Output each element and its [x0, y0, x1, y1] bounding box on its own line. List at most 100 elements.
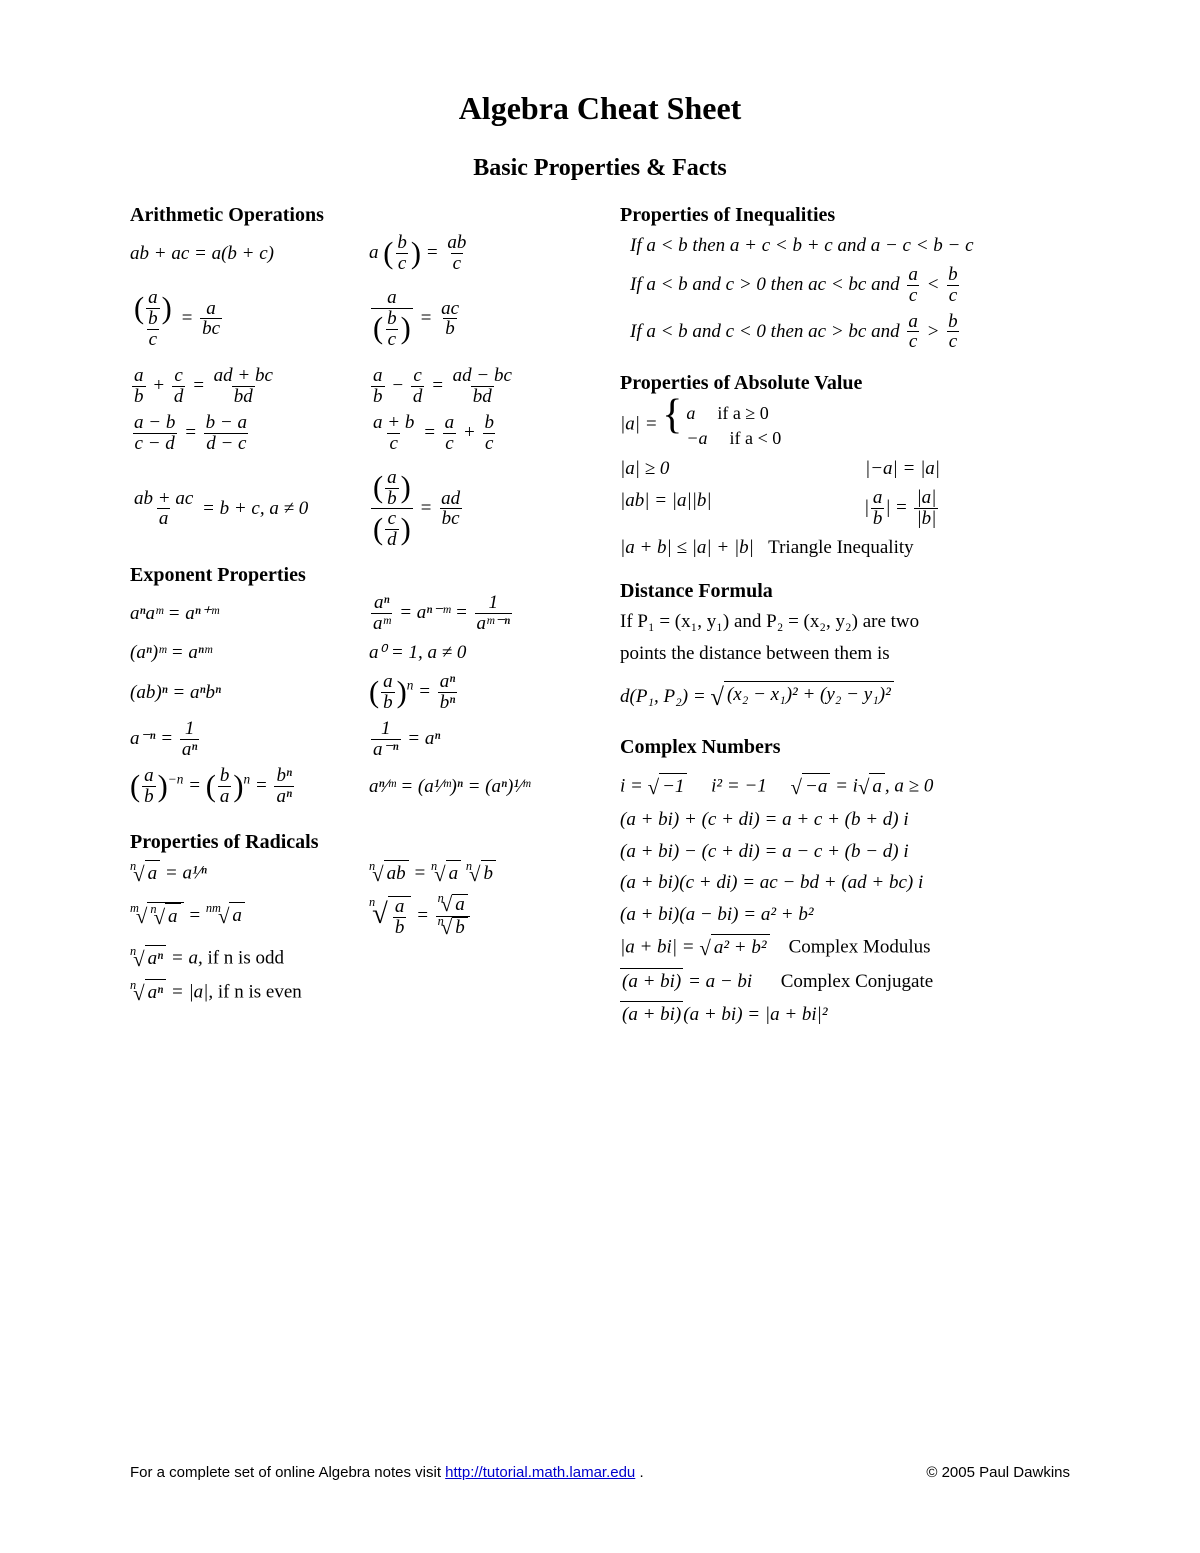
t: , a ≥ 0: [885, 775, 933, 796]
rad-heading: Properties of Radicals: [130, 831, 580, 854]
d: bc: [440, 508, 462, 529]
d: bc: [200, 318, 222, 339]
n: c: [411, 366, 423, 386]
exp-1b: aⁿaᵐ = aⁿ⁻ᵐ = 1aᵐ⁻ⁿ: [369, 593, 580, 634]
abs-2b: |−a| = |a|: [865, 456, 1070, 482]
abs-3a: |ab| = |a||b|: [620, 488, 825, 529]
n: a: [132, 366, 146, 386]
arith-5a: ab + aca = b + c, a ≠ 0: [130, 489, 341, 530]
t: |a + b| ≤ |a| + |b|: [620, 537, 754, 558]
r: a: [452, 894, 468, 916]
d: d: [411, 386, 425, 407]
d: d − c: [204, 433, 248, 454]
exp-row-1: aⁿaᵐ = aⁿ⁺ᵐ aⁿaᵐ = aⁿ⁻ᵐ = 1aᵐ⁻ⁿ: [130, 593, 580, 634]
n: a: [142, 766, 156, 786]
note: Complex Conjugate: [781, 971, 934, 992]
arith-2a: ab c = abc: [130, 288, 341, 350]
d: aⁿ: [274, 786, 293, 807]
arith-5b: ab cd = adbc: [369, 468, 580, 551]
t: If a < b and c > 0 then ac < bc and: [630, 273, 904, 294]
n: ac: [439, 299, 461, 319]
t: = i: [830, 775, 858, 796]
note: if n is odd: [207, 947, 284, 968]
e: −n: [168, 771, 184, 786]
t: i² = −1: [711, 775, 767, 796]
t: = b + c, a ≠ 0: [202, 497, 308, 518]
abs-1: |a| = { aif a ≥ 0 −aif a < 0: [620, 401, 1070, 450]
abs-2: |a| ≥ 0 |−a| = |a|: [620, 456, 1070, 482]
r: ab: [384, 860, 409, 888]
right-column: Properties of Inequalities If a < b then…: [620, 190, 1070, 1033]
n: a: [146, 288, 160, 308]
footer: For a complete set of online Algebra not…: [130, 1464, 1070, 1481]
arith-row-2: ab c = abc a bc = acb: [130, 288, 580, 350]
t: = a,: [171, 947, 208, 968]
d: b: [443, 318, 457, 339]
n: b: [218, 766, 232, 786]
d: c: [907, 285, 919, 306]
n: a: [443, 413, 457, 433]
left-column: Arithmetic Operations ab + ac = a(b + c)…: [130, 190, 580, 1033]
arith-3b: ab − cd = ad − bcbd: [369, 366, 580, 407]
d: d: [385, 529, 399, 550]
arith-row-3: ab + cd = ad + bcbd ab − cd = ad − bcbd: [130, 366, 580, 407]
r: a: [165, 903, 181, 931]
sub-title: Basic Properties & Facts: [130, 155, 1070, 182]
r: a: [869, 773, 885, 801]
arith-row-5: ab + aca = b + c, a ≠ 0 ab cd = adbc: [130, 468, 580, 551]
t: |a + bi| =: [620, 936, 699, 957]
n: b: [395, 233, 409, 253]
abs-2a: |a| ≥ 0: [620, 456, 825, 482]
cx-4: (a + bi)(c + di) = ac − bd + (ad + bc) i: [620, 870, 1070, 896]
d: c: [451, 253, 463, 274]
cx-6: |a + bi| = √a² + b² Complex Modulus: [620, 934, 1070, 962]
cx-3: (a + bi) − (c + di) = a − c + (b − d) i: [620, 839, 1070, 865]
t: d(P₁, P₂) =: [620, 686, 710, 707]
n: b: [946, 265, 960, 285]
n: a − b: [132, 413, 177, 433]
rad-2a: m√n√a = nm√a: [130, 902, 341, 931]
main-title: Algebra Cheat Sheet: [130, 90, 1070, 127]
d: c: [483, 433, 495, 454]
n: 1: [183, 719, 197, 739]
footer-link[interactable]: http://tutorial.math.lamar.edu: [445, 1464, 635, 1481]
exp-4b: 1a⁻ⁿ = aⁿ: [369, 719, 580, 760]
n: bⁿ: [274, 766, 293, 786]
r: aⁿ: [145, 979, 166, 1007]
dist-heading: Distance Formula: [620, 580, 1070, 603]
n: a + b: [371, 413, 416, 433]
e: n: [407, 677, 414, 692]
d: c: [443, 433, 455, 454]
d: c: [396, 253, 408, 274]
d: b: [142, 786, 156, 807]
n: b: [946, 312, 960, 332]
d: c: [947, 285, 959, 306]
cx-1: i = √−1 i² = −1 √−a = i√a, a ≥ 0: [620, 773, 1070, 801]
n: b − a: [204, 413, 249, 433]
c: if a < 0: [730, 426, 782, 450]
d: c: [147, 329, 159, 350]
r: −a: [802, 773, 830, 801]
t: <: [927, 273, 945, 294]
t: a⁻ⁿ =: [130, 728, 173, 749]
note: if n is even: [218, 982, 302, 1003]
note: Complex Modulus: [789, 936, 931, 957]
n: ad − bc: [451, 366, 514, 386]
t: a: [369, 242, 379, 263]
t: = a¹⁄ⁿ: [165, 862, 207, 883]
cx-2: (a + bi) + (c + di) = a + c + (b + d) i: [620, 807, 1070, 833]
cx-heading: Complex Numbers: [620, 736, 1070, 759]
ineq-2: If a < b and c > 0 then ac < bc and ac <…: [620, 265, 1070, 306]
d: b: [132, 386, 146, 407]
d: c − d: [133, 433, 177, 454]
t: = aⁿ⁻ᵐ =: [399, 602, 468, 623]
exp-3b: abn = aⁿbⁿ: [369, 672, 580, 713]
t: .: [635, 1464, 643, 1481]
t: For a complete set of online Algebra not…: [130, 1464, 445, 1481]
n: a: [871, 488, 885, 508]
cx-7: (a + bi) = a − bi Complex Conjugate: [620, 968, 1070, 995]
n: 1: [486, 593, 500, 613]
t: If a < b and c < 0 then ac > bc and: [630, 320, 904, 341]
d: aᵐ⁻ⁿ: [475, 613, 512, 634]
exp-1a: aⁿaᵐ = aⁿ⁺ᵐ: [130, 601, 341, 627]
